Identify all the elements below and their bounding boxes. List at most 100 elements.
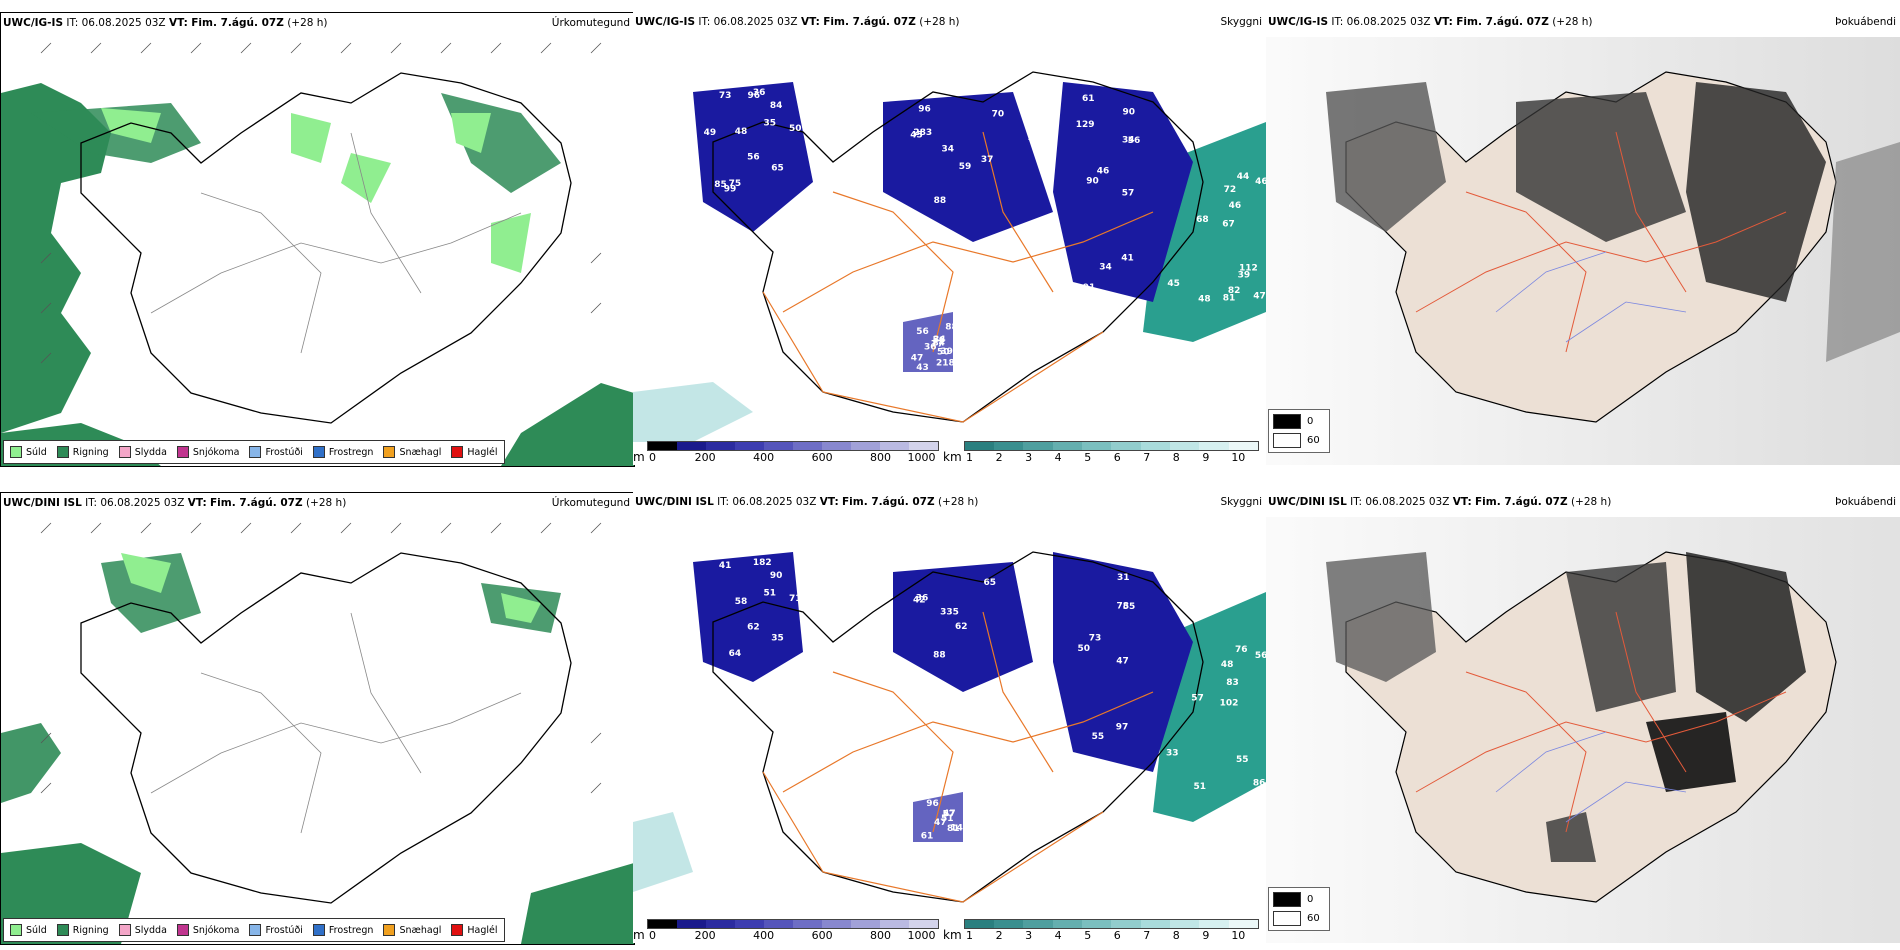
cloud-area-northeast (1053, 82, 1193, 302)
it-label: IT: (717, 496, 730, 508)
lead-time: (+28 h) (937, 496, 979, 508)
cloudbase-label: 46 (1255, 177, 1266, 187)
vt-value: Fim. 7.ágú. 07Z (842, 496, 935, 508)
tick: 1000 (907, 451, 936, 464)
legend-swatch (176, 924, 189, 936)
cloudbase-label: 34 (1122, 135, 1135, 145)
precip-legend: Súld Rigning Slydda Snjókoma Frostúði Fr… (3, 918, 505, 942)
precip-type-panel-bottom: UWC/DINI ISL IT: 06.08.2025 03Z VT: Fim.… (0, 492, 635, 945)
cloudbase-label: 64 (729, 649, 742, 659)
precip-type-panel-top: UWC/IG-IS IT: 06.08.2025 03Z VT: Fim. 7.… (0, 12, 635, 467)
cloudbase-label: 50 (937, 347, 950, 357)
cloudbase-label: 44 (1237, 172, 1250, 182)
legend-label: Súld (26, 446, 47, 458)
cloud-area-south (913, 792, 963, 842)
cloudbase-label: 65 (771, 163, 784, 173)
iceland-coastline (80, 552, 572, 904)
legend-label: Súld (26, 924, 47, 936)
it-label: IT: (1331, 16, 1344, 28)
roads (150, 132, 522, 354)
vbar-seg (993, 442, 1024, 450)
cloudbase-bar: 0 200 400 600 800 1000 (646, 441, 939, 464)
visibility-area-sw (633, 812, 693, 892)
drizzle-area-5 (491, 213, 531, 273)
legend-swatch (383, 446, 396, 458)
cloud-area-north (893, 562, 1033, 692)
cloudbase-label: 88 (934, 196, 947, 206)
legend-swatch (451, 924, 464, 936)
vbar-seg (1111, 442, 1141, 450)
cloudbase-label: 46 (1097, 167, 1110, 177)
panel-header: UWC/DINI ISL IT: 06.08.2025 03Z VT: Fim.… (3, 497, 346, 509)
cloudbase-label: 81 (947, 824, 960, 834)
fog-legend-row: 60 (1273, 433, 1325, 448)
cloudbase-label: 72 (1224, 185, 1237, 195)
cbar-seg (676, 442, 706, 450)
cloudbase-label: 42 (913, 596, 926, 606)
cloudbase-label: 65 (984, 578, 997, 588)
vbar-seg (964, 920, 994, 928)
fog-area-south (1546, 812, 1596, 862)
cloudbase-label: 335 (940, 608, 959, 618)
legend-label: Snjókoma (192, 446, 240, 458)
vbar-seg (1111, 920, 1141, 928)
cloudbase-label: 33 (1166, 749, 1179, 759)
it-label: IT: (1350, 496, 1363, 508)
cloudbase-label: 90 (1123, 108, 1136, 118)
tick: 6 (1113, 929, 1121, 942)
vbar-seg (1082, 442, 1112, 450)
model-name: UWC/DINI ISL (3, 497, 82, 509)
fog-legend-row: 0 (1273, 414, 1325, 429)
drizzle-area-1 (101, 108, 161, 143)
cbar-seg (821, 442, 851, 450)
legend-item: Rigning (56, 924, 109, 936)
wind-barbs (40, 42, 602, 364)
vbar-seg (1082, 920, 1112, 928)
cloudbase-label: 56 (747, 152, 760, 162)
cloudbase-label: 67 (1222, 220, 1235, 230)
tick: 200 (694, 929, 716, 942)
vbar-seg (1140, 920, 1171, 928)
cloudbase-label: 51 (941, 814, 954, 824)
legend-swatch (118, 446, 131, 458)
tick: 5 (1084, 451, 1092, 464)
fog-area-westfjords (1326, 82, 1446, 232)
iceland-coastline (80, 72, 572, 424)
vbar-seg (1228, 920, 1259, 928)
cloudbase-label: 46 (1229, 201, 1242, 211)
fog-legend: 0 60 (1268, 887, 1330, 931)
tick: 7 (1143, 451, 1151, 464)
cloudbase-label: 84 (932, 339, 945, 349)
legend-item: Snjókoma (176, 924, 239, 936)
drizzle-area-3 (341, 153, 391, 203)
vbar-seg (1140, 442, 1171, 450)
cbar-seg (734, 442, 764, 450)
cloudbase-label: 48 (1020, 672, 1033, 682)
cloudbase-label: 102 (1220, 699, 1239, 709)
model-name: UWC/IG-IS (635, 16, 696, 28)
cloudbase-label: 75 (729, 179, 742, 189)
cloudbase-label: 50 (789, 124, 802, 134)
it-value: 06.08.2025 03Z (713, 16, 798, 28)
cloudbase-unit: m (633, 450, 645, 464)
cloudbase-label: 76 (1235, 645, 1248, 655)
cloudbase-colorbar: m 0 200 400 600 800 1000 (633, 441, 939, 464)
cloudbase-label: 73 (1089, 634, 1102, 644)
vbar-seg (993, 920, 1024, 928)
cloudbase-segments (646, 919, 939, 929)
cloudbase-label: 34 (942, 145, 955, 155)
vt-value: Fim. 7.ágú. 07Z (210, 497, 303, 509)
tick: 800 (870, 929, 892, 942)
tick: 8 (1172, 451, 1180, 464)
tick: 200 (694, 451, 716, 464)
cloudbase-label: 34 (1099, 262, 1112, 272)
precip-map-top (1, 42, 634, 466)
fog-area-east (1826, 142, 1900, 362)
lead-time: (+28 h) (305, 497, 347, 509)
model-name: UWC/DINI ISL (1268, 496, 1347, 508)
cloudbase-label: 96 (918, 105, 931, 115)
cloudbase-label: 73 (719, 91, 732, 101)
cloud-map-bottom: 6242475157646555765141485056475162788361… (633, 551, 1266, 903)
fog-legend: 0 60 (1268, 409, 1330, 453)
